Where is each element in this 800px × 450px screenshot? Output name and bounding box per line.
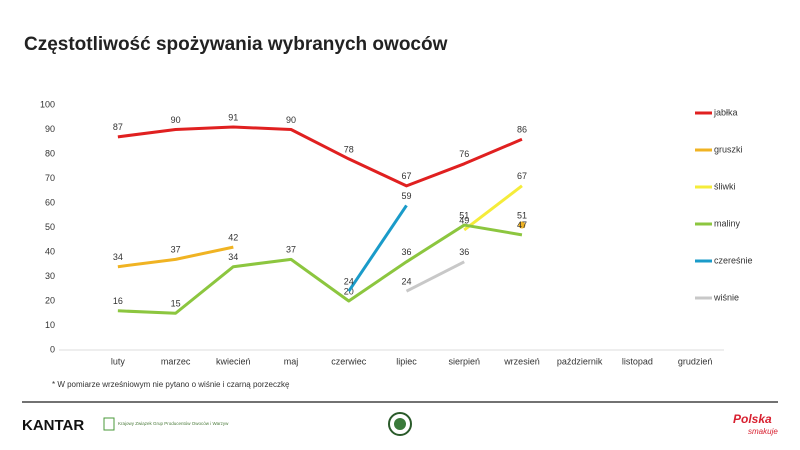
y-tick-label: 90 bbox=[45, 124, 55, 134]
data-label: 16 bbox=[113, 296, 123, 306]
data-label: 78 bbox=[344, 144, 354, 154]
x-tick-label: maj bbox=[284, 356, 299, 366]
point bbox=[518, 221, 526, 229]
data-label: 51 bbox=[517, 210, 527, 220]
y-tick-label: 30 bbox=[45, 271, 55, 281]
data-label: 76 bbox=[459, 149, 469, 159]
data-label: 59 bbox=[401, 191, 411, 201]
x-tick-label: czerwiec bbox=[331, 356, 367, 366]
x-tick-label: luty bbox=[111, 356, 126, 366]
y-tick-label: 80 bbox=[45, 148, 55, 158]
data-label: 37 bbox=[171, 245, 181, 255]
data-label: 24 bbox=[344, 277, 354, 287]
legend-label: gruszki bbox=[714, 144, 743, 154]
data-label: 86 bbox=[517, 125, 527, 135]
series-line bbox=[117, 125, 523, 188]
legend-label: czereśnie bbox=[714, 255, 753, 265]
data-label: 67 bbox=[401, 171, 411, 181]
data-label: 49 bbox=[459, 215, 469, 225]
logo-polska: Polska bbox=[733, 412, 772, 426]
series-line bbox=[117, 223, 523, 315]
x-tick-label: marzec bbox=[161, 356, 191, 366]
logo-partner-icon bbox=[103, 417, 115, 431]
x-tick-label: listopad bbox=[622, 356, 653, 366]
data-label: 51 bbox=[459, 210, 469, 220]
data-label: 36 bbox=[459, 247, 469, 257]
data-label: 34 bbox=[113, 252, 123, 262]
data-label: 91 bbox=[228, 112, 238, 122]
logo-partner: Krajowy Związek Grup Producentów Owoców … bbox=[118, 421, 229, 426]
series-line bbox=[405, 260, 465, 293]
chart-title: Częstotliwość spożywania wybranych owocó… bbox=[24, 34, 448, 55]
x-tick-label: sierpień bbox=[448, 356, 480, 366]
x-tick-label: październik bbox=[557, 356, 603, 366]
x-tick-label: kwiecień bbox=[216, 356, 251, 366]
y-tick-label: 0 bbox=[50, 344, 55, 354]
data-label: 90 bbox=[286, 115, 296, 125]
logo-smakuje: smakuje bbox=[748, 427, 778, 436]
footnote: * W pomiarze wrześniowym nie pytano o wi… bbox=[52, 380, 290, 389]
x-tick-label: grudzień bbox=[678, 356, 713, 366]
data-label: 67 bbox=[517, 171, 527, 181]
x-tick-label: wrzesień bbox=[503, 356, 540, 366]
y-tick-label: 70 bbox=[45, 173, 55, 183]
y-tick-label: 20 bbox=[45, 295, 55, 305]
data-label: 20 bbox=[344, 286, 354, 296]
legend-label: maliny bbox=[714, 218, 741, 228]
y-tick-label: 50 bbox=[45, 222, 55, 232]
data-label: 15 bbox=[171, 299, 181, 309]
y-tick-label: 60 bbox=[45, 197, 55, 207]
data-label: 34 bbox=[228, 252, 238, 262]
data-label: 90 bbox=[171, 115, 181, 125]
data-label: 37 bbox=[286, 245, 296, 255]
series-line bbox=[463, 184, 523, 232]
x-tick-label: lipiec bbox=[396, 356, 417, 366]
series-line bbox=[347, 204, 408, 293]
legend-label: wiśnie bbox=[713, 292, 739, 302]
y-tick-label: 100 bbox=[40, 99, 55, 109]
logo-center-inner bbox=[394, 418, 406, 430]
data-label: 42 bbox=[228, 232, 238, 242]
legend-label: śliwki bbox=[714, 181, 736, 191]
data-label: 47 bbox=[517, 220, 527, 230]
data-label: 36 bbox=[401, 247, 411, 257]
data-label: 87 bbox=[113, 122, 123, 132]
data-label: 24 bbox=[401, 277, 411, 287]
y-tick-label: 10 bbox=[45, 320, 55, 330]
y-tick-label: 40 bbox=[45, 246, 55, 256]
logo-kantar: KANTAR bbox=[22, 417, 84, 434]
legend-label: jabłka bbox=[713, 107, 738, 117]
